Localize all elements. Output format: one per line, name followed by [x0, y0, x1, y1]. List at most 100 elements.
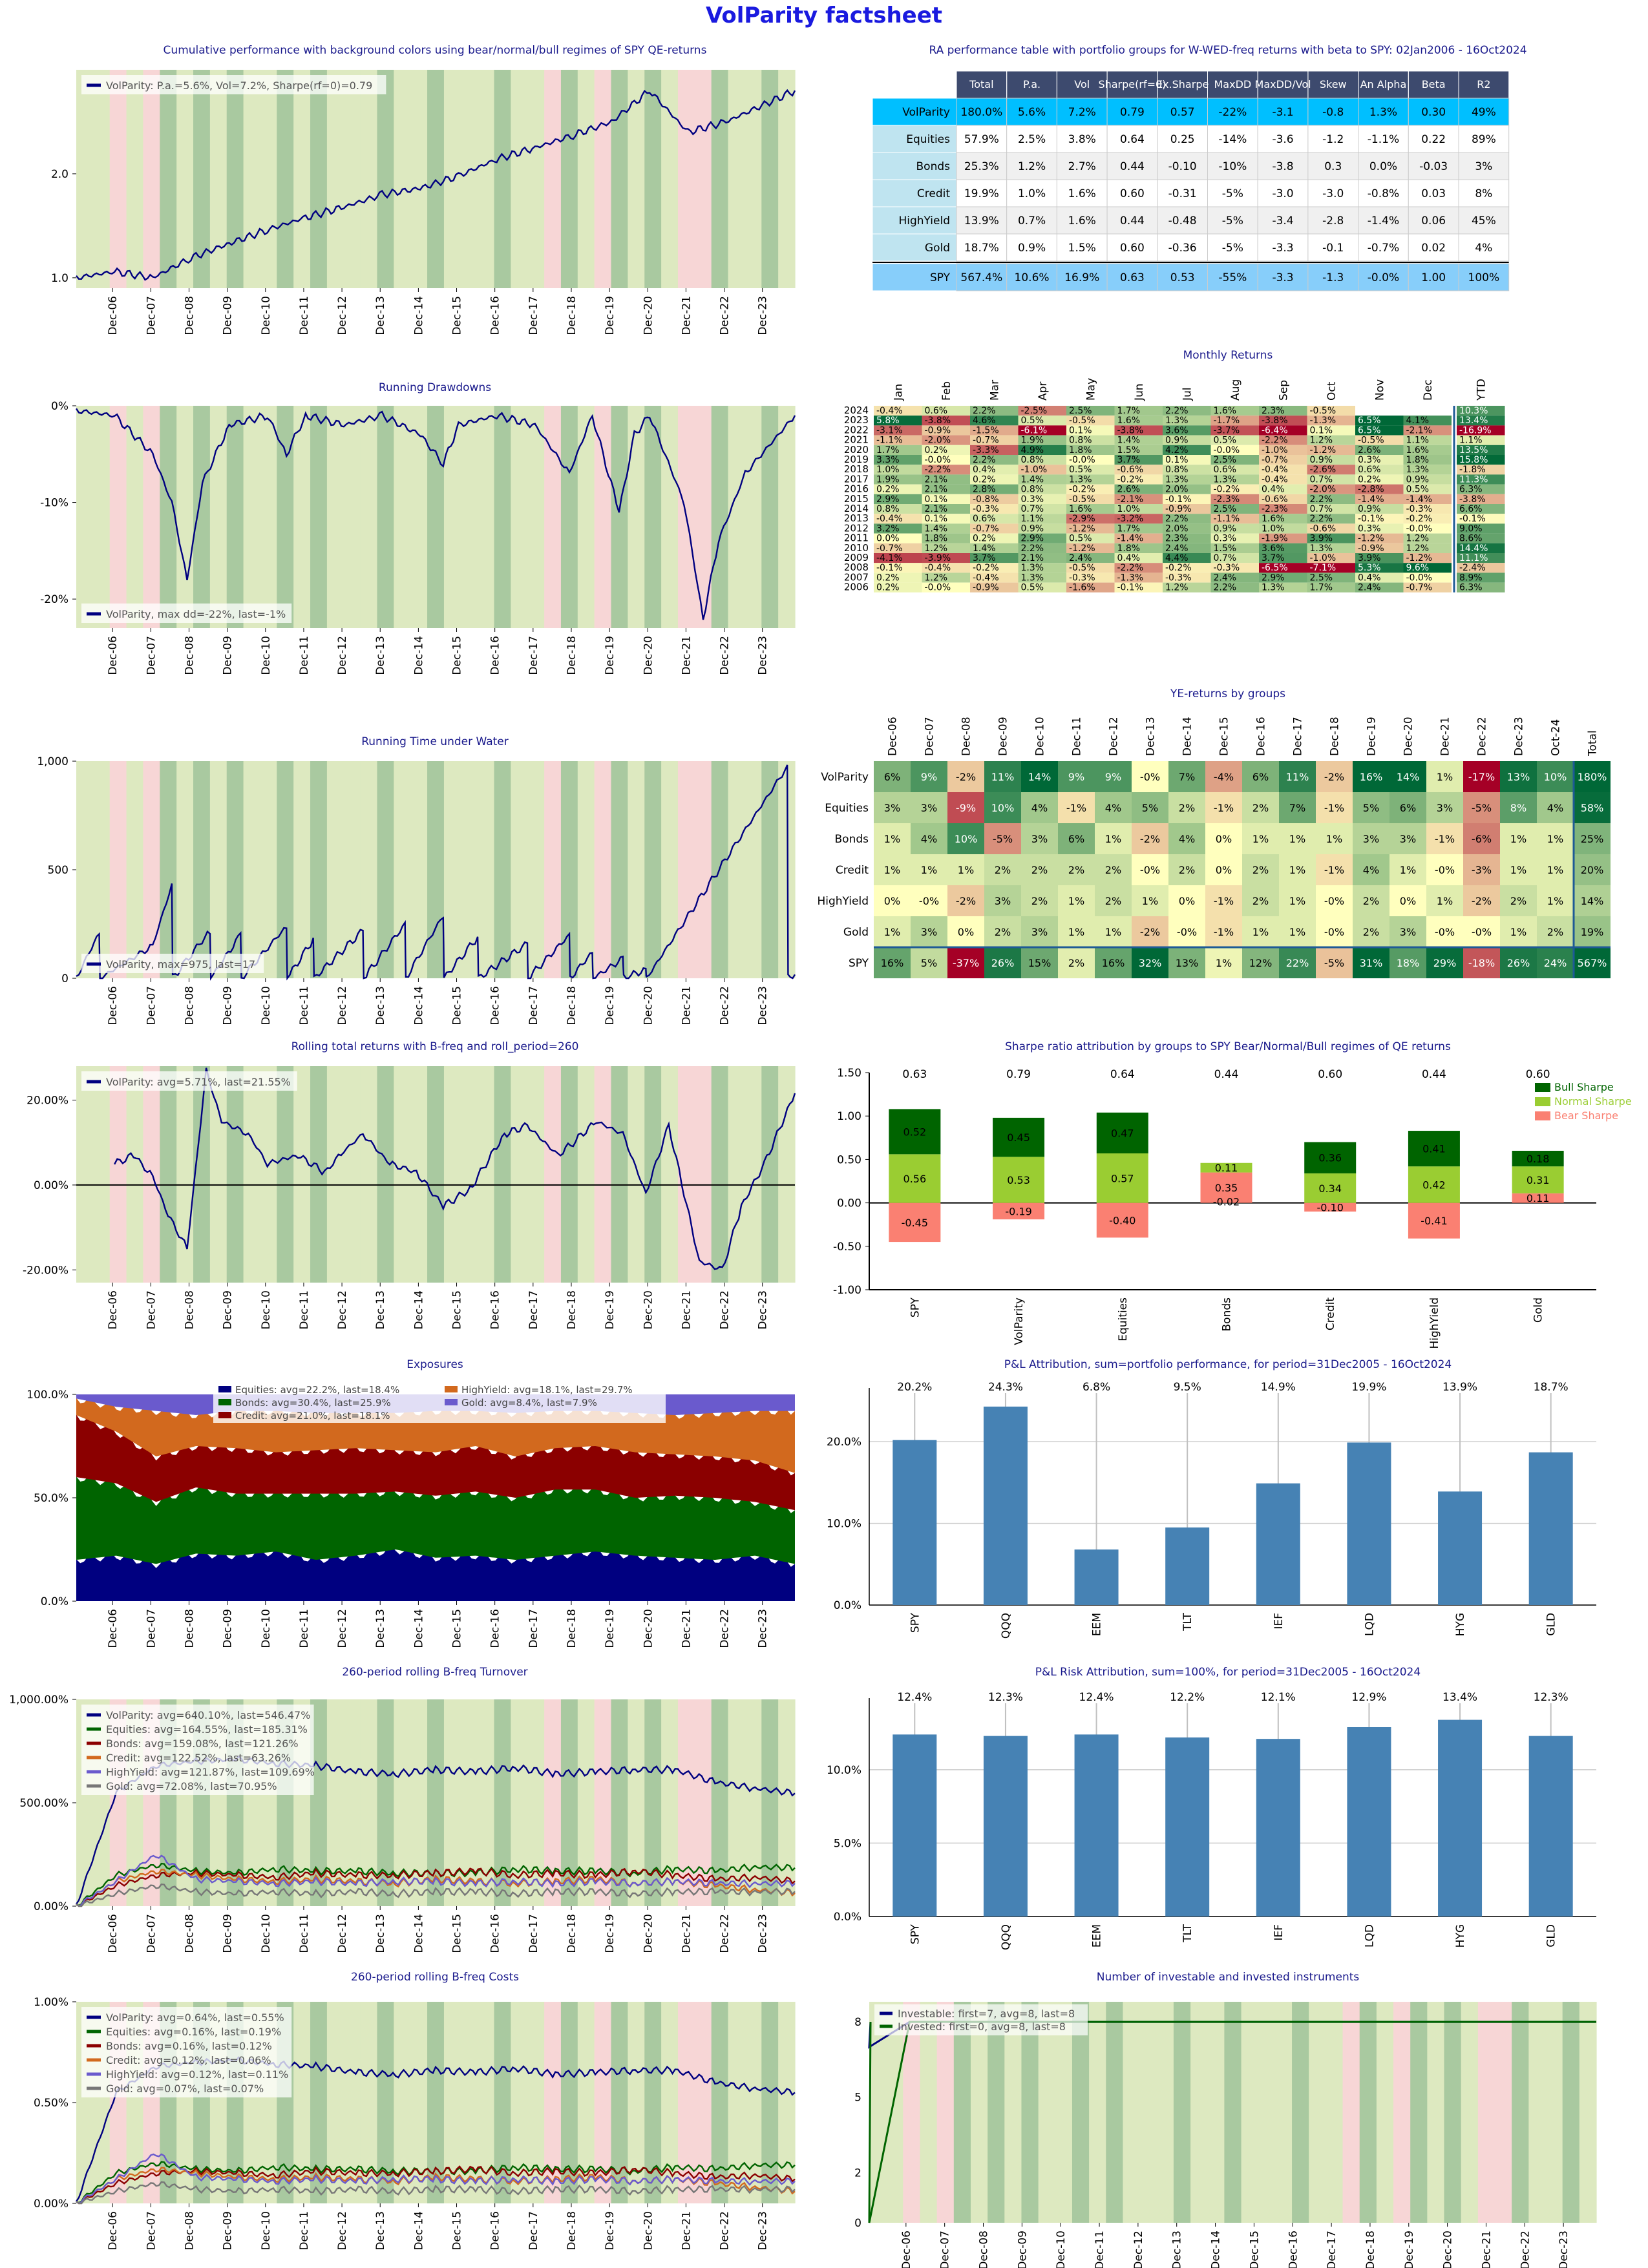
heatmap-cell-value: 0.5% — [1069, 465, 1092, 475]
table-cell-value: 7.2% — [1068, 106, 1096, 119]
regime-band — [1038, 2002, 1056, 2223]
heatmap-cell-value: 11.3% — [1459, 474, 1488, 485]
regime-band — [293, 70, 311, 288]
heatmap-cell — [947, 792, 984, 823]
table-cell-value: 0.60 — [1120, 242, 1145, 255]
heatmap-cell-value: 0.4% — [1117, 553, 1141, 563]
heatmap-cell-value: -0.5% — [1069, 563, 1095, 573]
heatmap-cell-value: 14% — [1028, 771, 1051, 783]
legend-box — [81, 1705, 314, 1795]
regime-band — [936, 2002, 955, 2223]
heatmap-cell — [1403, 445, 1452, 455]
regime-band — [728, 761, 746, 978]
x-tick-label: Dec-11 — [298, 636, 311, 675]
x-tick-label: Dec-12 — [336, 1609, 349, 1648]
x-tick-label: Dec-19 — [1403, 2231, 1416, 2268]
heatmap-cell — [1463, 947, 1500, 978]
table-header-label: MaxDD — [1214, 78, 1251, 90]
heatmap-cell-value: -7.1% — [1310, 563, 1336, 573]
heatmap-cell — [1163, 406, 1211, 416]
heatmap-cell-value: 1% — [1289, 864, 1305, 876]
monthly-returns-title: Monthly Returns — [1183, 349, 1273, 362]
heatmap-cell-value: 11.1% — [1459, 553, 1488, 563]
heatmap-cell-value: 1% — [1289, 926, 1305, 938]
heatmap-cell-value: 1% — [958, 864, 974, 876]
x-tick-label: Dec-14 — [412, 296, 425, 335]
heatmap-cell-value: -0.8% — [973, 494, 999, 505]
legend-label: VolParity: avg=5.71%, last=21.55% — [106, 1076, 291, 1088]
x-tick-label: Dec-15 — [451, 986, 464, 1025]
heatmap-cell-value: 14% — [1397, 771, 1420, 783]
heatmap-cell-value: 1.7% — [876, 445, 900, 456]
table-cell-value: 13.9% — [964, 215, 999, 227]
regime-band — [511, 70, 528, 288]
legend-label: Gold: avg=8.4%, last=7.9% — [461, 1397, 597, 1409]
heatmap-cell — [1114, 543, 1163, 553]
table-row-name: Credit — [917, 187, 950, 200]
heatmap-cell — [970, 504, 1019, 514]
heatmap-cell — [1355, 425, 1404, 436]
heatmap-cell — [922, 484, 970, 494]
heatmap-cell-value: 2% — [1031, 895, 1048, 907]
table-cell — [1106, 233, 1158, 262]
table-cell-value: 19.9% — [964, 187, 999, 200]
regime-band — [76, 406, 94, 628]
heatmap-cell — [1163, 474, 1211, 485]
heatmap-cell — [874, 533, 922, 543]
heatmap-cell — [922, 435, 970, 445]
heatmap-cell — [1163, 582, 1211, 593]
heatmap-col-label: Dec-06 — [887, 717, 900, 756]
heatmap-col-label: Dec-13 — [1145, 717, 1157, 756]
x-tick-label: LQD — [1363, 1613, 1376, 1636]
x-tick-label: SPY — [909, 1924, 922, 1944]
heatmap-cell — [911, 885, 947, 916]
heatmap-cell — [1389, 854, 1426, 885]
heatmap-cell — [874, 823, 911, 854]
heatmap-cell — [1205, 916, 1242, 947]
x-tick-label: Dec-12 — [336, 636, 349, 675]
heatmap-cell-value: 2% — [995, 926, 1011, 938]
legend-label: VolParity, max=975, last=17 — [106, 958, 255, 971]
y-tick-label: 0.0% — [834, 1599, 861, 1612]
regime-band — [243, 761, 261, 978]
regime-band — [193, 406, 211, 628]
x-tick-label: GLD — [1545, 1924, 1558, 1948]
x-tick-label: Dec-19 — [604, 1609, 617, 1648]
heatmap-cell-value: 2.1% — [925, 474, 948, 485]
heatmap-cell-value: -0.1% — [1165, 494, 1192, 505]
heatmap-cell-value: 1.3% — [1214, 474, 1237, 485]
heatmap-cell-value: -0.7% — [973, 523, 999, 534]
legend-label: VolParity: P.a.=5.6%, Vol=7.2%, Sharpe(r… — [106, 79, 372, 92]
heatmap-cell-value: 2% — [1363, 895, 1379, 907]
heatmap-cell-value: 1% — [1252, 926, 1269, 938]
heatmap-cell-value: 18% — [1397, 957, 1420, 969]
y-tick-label: 0% — [51, 400, 69, 413]
regime-band — [477, 761, 495, 978]
regime-band — [694, 406, 712, 628]
x-tick-label: Dec-07 — [145, 636, 158, 675]
heatmap-cell — [1537, 854, 1574, 885]
heatmap-cell — [1279, 916, 1316, 947]
heatmap-cell-value: 4.2% — [1165, 445, 1188, 456]
regime-band — [460, 70, 478, 288]
regime-band — [677, 761, 695, 978]
heatmap-cell-value: -3.8% — [925, 415, 951, 426]
heatmap-cell — [984, 916, 1021, 947]
heatmap-cell — [1457, 474, 1505, 485]
heatmap-cell — [1457, 406, 1505, 416]
heatmap-cell-value: 0.2% — [876, 583, 900, 593]
heatmap-cell-value: 0.3% — [1358, 523, 1381, 534]
heatmap-cell — [922, 553, 970, 563]
x-tick-label: Dec-14 — [412, 2211, 425, 2251]
legend-box — [874, 2004, 1088, 2035]
heatmap-cell-value: 1.8% — [1117, 543, 1141, 554]
heatmap-cell-value: 13% — [1507, 771, 1530, 783]
heatmap-cell-value: -4.1% — [876, 553, 903, 563]
heatmap-cell — [1403, 484, 1452, 494]
x-tick-label: Dec-10 — [260, 296, 273, 335]
heatmap-cell — [970, 435, 1019, 445]
heatmap-cell-value: 2.6% — [1358, 445, 1381, 456]
heatmap-cell-value: 0.1% — [925, 494, 948, 505]
bar-value-label: 12.4% — [1079, 1691, 1114, 1704]
